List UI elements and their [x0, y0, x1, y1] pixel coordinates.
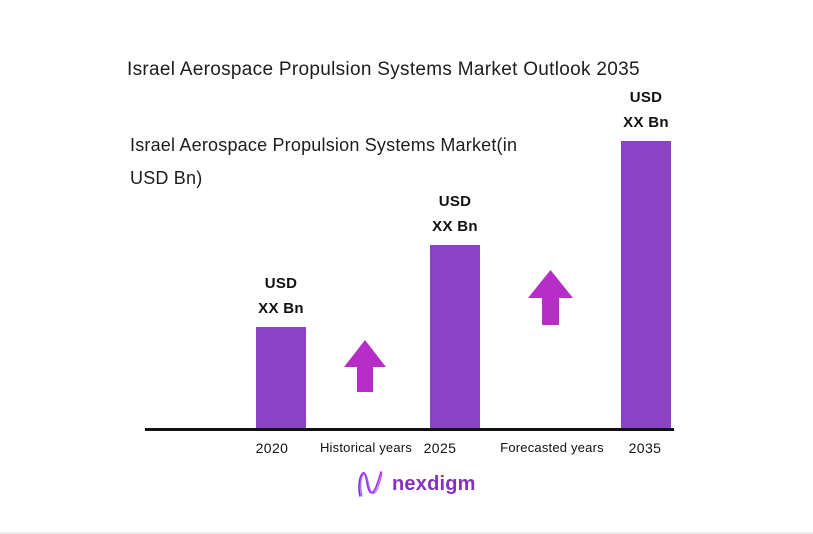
bar-2035 [621, 141, 671, 430]
axis-annotation-forecasted-years: Forecasted years [500, 440, 604, 455]
axis-annotation-historical-years: Historical years [319, 440, 413, 455]
chart-subtitle: Israel Aerospace Propulsion Systems Mark… [130, 129, 517, 195]
value-label-2035-amount: XX Bn [623, 114, 669, 131]
value-label-2025-currency: USD [438, 193, 472, 210]
bar-2020 [256, 327, 306, 430]
chart-title: Israel Aerospace Propulsion Systems Mark… [127, 59, 640, 80]
brand-logo: nexdigm [356, 468, 476, 500]
value-label-2020-amount: XX Bn [258, 300, 304, 317]
tick-label-2025: 2025 [423, 440, 457, 456]
brand-wordmark: nexdigm [392, 472, 476, 495]
tick-label-2020: 2020 [255, 440, 289, 456]
value-label-2025: USD XX Bn [395, 189, 515, 239]
nexdigm-logo-icon [356, 468, 386, 500]
growth-arrow-icon [528, 270, 573, 330]
x-axis-line [145, 428, 674, 431]
value-label-2035: USD XX Bn [586, 85, 706, 135]
chart-subtitle-line1: Israel Aerospace Propulsion Systems Mark… [130, 135, 518, 155]
value-label-2020-currency: USD [264, 275, 298, 292]
bar-2025 [430, 245, 480, 430]
tick-label-2035: 2035 [628, 440, 662, 456]
chart-subtitle-line2: USD Bn) [130, 168, 203, 188]
growth-arrow-icon [344, 340, 386, 397]
value-label-2035-currency: USD [629, 89, 663, 106]
value-label-2025-amount: XX Bn [432, 218, 478, 235]
value-label-2020: USD XX Bn [221, 271, 341, 321]
